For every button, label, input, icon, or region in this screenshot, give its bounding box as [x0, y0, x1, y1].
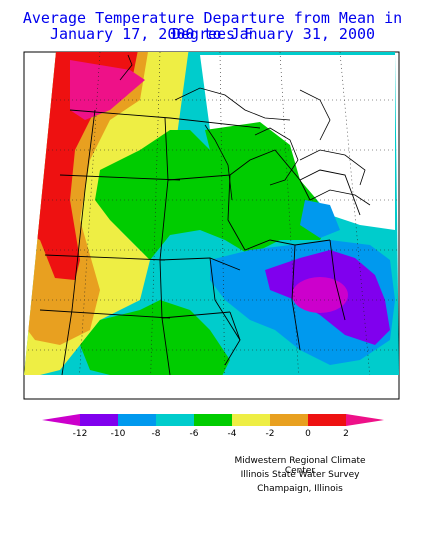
legend-swatch: [308, 414, 346, 426]
legend-tick-label: -12: [73, 429, 88, 439]
legend-swatch: [194, 414, 232, 426]
credit-line1: Midwestern Regional Climate Center: [234, 456, 366, 476]
map-title-line2: January 17, 2000 to January 31, 2000: [49, 25, 376, 43]
legend-tick-label: -6: [190, 429, 199, 439]
contour-fills: [24, 52, 399, 375]
legend-tick-label: 0: [305, 429, 311, 439]
legend-swatch: [80, 414, 118, 426]
graticule: [24, 52, 399, 375]
credit-line3: Champaign, Illinois: [257, 484, 343, 494]
legend-arrow-left: [42, 414, 80, 426]
state-boundaries: [39, 109, 361, 375]
color-legend: -12 -10 -8 -6 -4 -2 0 2: [42, 414, 384, 439]
legend-arrow-right: [346, 414, 384, 426]
legend-tick-label: 2: [343, 429, 349, 439]
credit-line2: Illinois State Water Survey: [240, 470, 360, 480]
legend-swatch: [270, 414, 308, 426]
legend-swatch: [156, 414, 194, 426]
legend-tick-label: -8: [152, 429, 161, 439]
legend-swatch: [118, 414, 156, 426]
map-title-line1: Average Temperature Departure from Mean …: [22, 9, 403, 43]
legend-swatch: [232, 414, 270, 426]
legend-tick-label: -4: [228, 429, 237, 439]
legend-tick-label: -10: [111, 429, 126, 439]
legend-tick-label: -2: [266, 429, 275, 439]
